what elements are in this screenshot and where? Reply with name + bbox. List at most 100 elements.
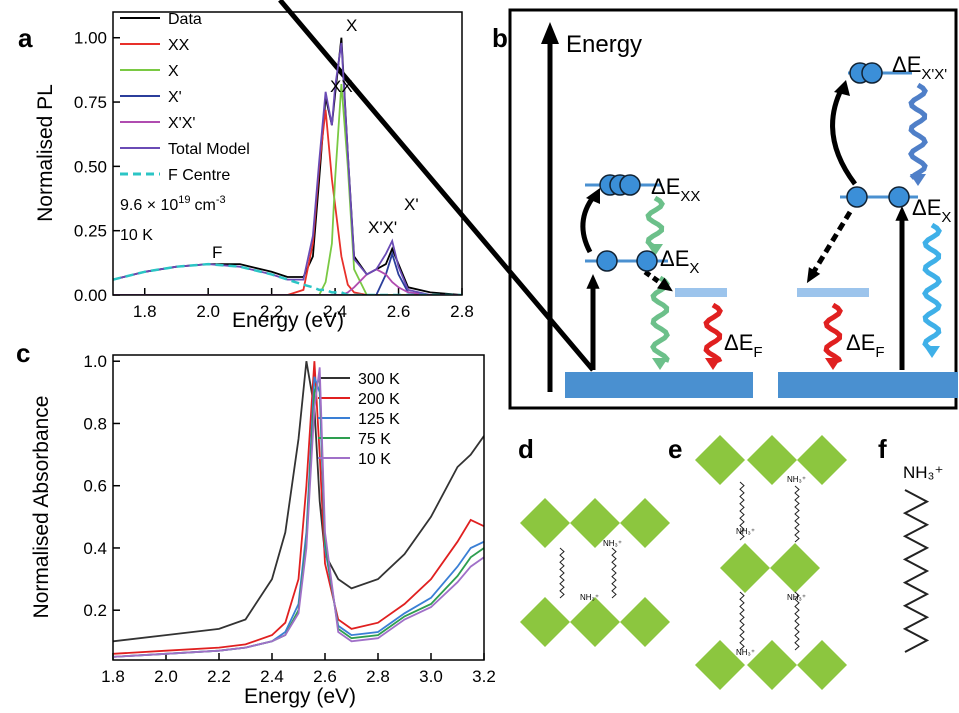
x-tick-label: 2.2 [260, 302, 284, 321]
label-sub: X [689, 260, 699, 277]
amine-label: NH₃⁺ [736, 527, 755, 536]
panel-label: f [878, 434, 887, 464]
octahedron [520, 498, 570, 548]
panel-label: a [18, 23, 33, 53]
panel-label: b [492, 23, 508, 53]
transition-arrow [580, 194, 597, 254]
label-sub: X'X' [921, 66, 947, 83]
arrowhead [834, 80, 850, 96]
x-axis-label: Energy (eV) [244, 685, 356, 708]
series-line [113, 109, 462, 295]
f-level [797, 288, 869, 297]
panel-label: e [668, 434, 682, 464]
y-tick-label: 0.25 [74, 222, 107, 241]
label-main: ΔE [660, 246, 689, 271]
plot-frame [112, 354, 485, 661]
octahedron [720, 543, 770, 593]
legend-label: 75 K [358, 431, 391, 448]
x-tick-label: 2.6 [313, 667, 337, 686]
level-label: ΔEX [660, 246, 699, 277]
density-part: 19 [178, 194, 190, 206]
octahedron [570, 498, 620, 548]
x-tick-label: 3.0 [419, 667, 443, 686]
label-main: ΔE [846, 330, 875, 355]
arrowhead [652, 358, 668, 370]
label-sub: F [753, 344, 762, 361]
amine-label: NH₃⁺ [787, 475, 806, 484]
series-line [113, 361, 484, 655]
series-line [113, 361, 484, 643]
level-label: ΔEF [846, 330, 885, 361]
arrowhead [541, 22, 559, 44]
amine-label: NH₃⁺ [736, 648, 755, 657]
emission-wave [703, 302, 723, 364]
legend-label: X [168, 63, 179, 80]
octahedron [620, 498, 670, 548]
arrowhead [806, 267, 821, 284]
octahedron [695, 640, 745, 690]
level-label: ΔEX [912, 195, 951, 226]
x-tick-label: 2.4 [323, 302, 347, 321]
exciton [846, 186, 868, 208]
emission-wave [650, 275, 670, 363]
x-tick-label: 2.8 [450, 302, 474, 321]
band [565, 372, 753, 398]
density-part: cm [195, 197, 216, 214]
x-tick-label: 2.0 [196, 302, 220, 321]
series-line [113, 367, 484, 658]
y-tick-label: 0.50 [74, 157, 107, 176]
y-tick-label: 1.00 [74, 29, 107, 48]
x-tick-label: 1.8 [101, 667, 125, 686]
label-main: ΔE [724, 330, 753, 355]
legend-label: X'X' [168, 115, 195, 132]
emission-wave [645, 195, 665, 251]
amine-label: NH₃⁺ [603, 539, 622, 548]
y-tick-label: 0.8 [83, 414, 107, 433]
label-sub: X [941, 209, 951, 226]
arrowhead [825, 358, 841, 370]
legend-label: F Centre [168, 167, 230, 184]
label-main: ΔE [651, 174, 680, 199]
arrowhead [705, 358, 721, 370]
octahedron [620, 597, 670, 647]
x-tick-label: 2.4 [260, 667, 284, 686]
peak-label: X' [404, 195, 419, 214]
emission-wave [908, 82, 928, 180]
x-tick-label: 3.2 [472, 667, 496, 686]
alkyl-chain [739, 591, 745, 651]
transition-arrow [278, 0, 595, 372]
amine-label: NH₃⁺ [580, 593, 599, 602]
octahedron [747, 640, 797, 690]
y-tick-label: 0.4 [83, 539, 107, 558]
arrowhead [910, 174, 926, 186]
series-line [113, 262, 462, 295]
legend-label: 300 K [358, 371, 400, 388]
level-label: ΔEXX [651, 174, 700, 205]
label-main: ΔE [892, 52, 921, 77]
legend-label: X' [168, 89, 182, 106]
density-part: 9.6 × 10 [120, 197, 178, 214]
legend-label: Data [168, 11, 202, 28]
y-axis-label: Normalised PL [34, 84, 57, 222]
alkyl-chain [794, 591, 800, 651]
level-label: ΔEF [724, 330, 763, 361]
alkyl-chain [902, 489, 930, 653]
exciton [636, 250, 658, 272]
emission-wave [922, 222, 942, 353]
exciton [596, 250, 618, 272]
alkyl-chain [611, 547, 617, 599]
f-level [675, 288, 727, 297]
peak-label: XX [330, 77, 353, 96]
octahedron [797, 435, 847, 485]
temperature-label: 10 K [120, 227, 153, 244]
y-axis-label: Normalised Absorbance [30, 396, 53, 619]
diagram-b: Energy ΔEXX ΔEX ΔEF ΔEX'X' ΔEX ΔEF [278, 0, 958, 410]
label-sub: F [875, 344, 884, 361]
y-tick-label: 1.0 [83, 352, 107, 371]
legend-label: Total Model [168, 141, 250, 158]
amine-label: NH₃⁺ [903, 463, 943, 482]
density-part: -3 [216, 194, 226, 206]
x-tick-label: 1.8 [133, 302, 157, 321]
series-line [113, 268, 462, 295]
